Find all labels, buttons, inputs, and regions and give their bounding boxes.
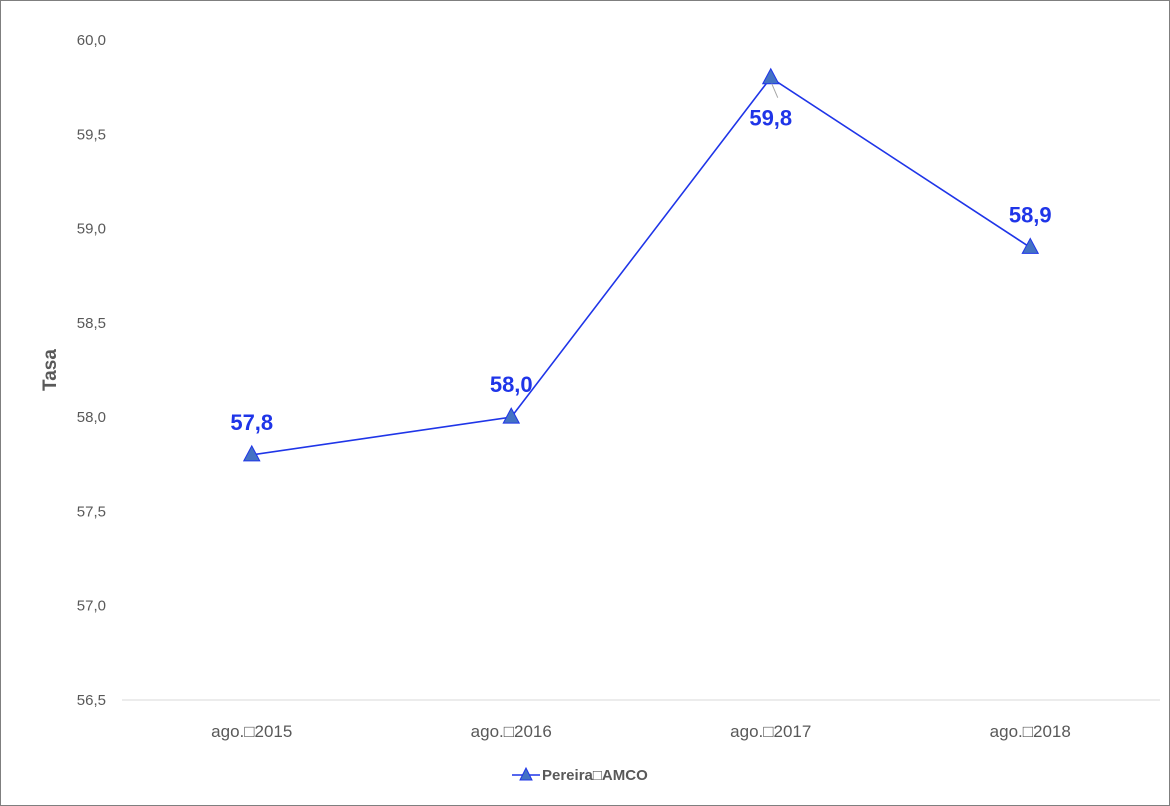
data-point-marker — [761, 67, 780, 85]
y-tick-label: 56,5 — [77, 692, 106, 709]
data-point-marker — [1021, 237, 1040, 254]
y-tick-label: 58,5 — [77, 315, 106, 332]
x-axis-ticks: ago.□2015 ago.□2016 ago.□2017 ago.□2018 — [211, 722, 1071, 741]
data-label: 58,0 — [490, 372, 533, 397]
y-axis-label: Tasa — [40, 349, 61, 391]
data-label: 58,9 — [1009, 202, 1052, 227]
series-group: 57,8 58,0 59,8 58,9 — [230, 67, 1052, 462]
y-tick-label: 57,0 — [77, 598, 106, 615]
x-tick-label: ago.□2018 — [990, 722, 1071, 741]
legend: Pereira□AMCO — [512, 766, 648, 784]
y-tick-label: 59,0 — [77, 221, 106, 238]
legend-marker — [519, 766, 533, 781]
y-tick-label: 58,0 — [77, 409, 106, 426]
data-label-leader — [771, 83, 779, 98]
data-point-marker — [242, 444, 261, 462]
y-tick-label: 59,5 — [77, 126, 106, 143]
y-axis-ticks: 56,5 57,0 57,5 58,0 58,5 59,0 59,5 60,0 — [77, 32, 106, 709]
data-label: 59,8 — [749, 106, 792, 131]
data-label: 57,8 — [230, 410, 273, 435]
y-tick-label: 57,5 — [77, 503, 106, 520]
x-tick-label: ago.□2017 — [730, 722, 811, 741]
data-point-marker — [502, 407, 521, 424]
x-tick-label: ago.□2015 — [211, 722, 292, 741]
y-tick-label: 60,0 — [77, 32, 106, 49]
x-tick-label: ago.□2016 — [471, 722, 552, 741]
legend-label: Pereira□AMCO — [542, 767, 648, 784]
series-line — [251, 76, 1031, 456]
